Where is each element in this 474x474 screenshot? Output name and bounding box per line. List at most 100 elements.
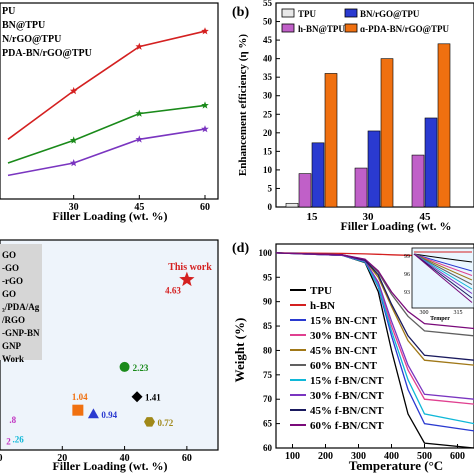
panel-c-legend: GO -GO -rGO GO ₃/PDA/Ag /RGO -GNP-BN GNP…	[1, 250, 40, 364]
panel-b-ytick-label: 50	[263, 17, 273, 27]
panel-b-ytick-label: 15	[263, 146, 273, 156]
panel-d-xtick-label: 300	[351, 451, 366, 462]
panel-d-legend-item: 15% f-BN/CNT	[310, 375, 384, 387]
panel-d-label: (d)	[232, 241, 249, 256]
panel-d-inset-line	[413, 253, 473, 303]
panel-a-point	[135, 42, 144, 50]
panel-a-xtick-label: 45	[134, 202, 144, 213]
panel-c-xtick-label: 20	[57, 453, 67, 464]
panel-d-legend-item: 30% BN-CNT	[310, 330, 378, 342]
panel-b-xtick-label: 45	[420, 211, 432, 223]
panel-b-ytick-label: 45	[263, 35, 273, 45]
panel-b-label: (b)	[232, 5, 249, 20]
panel-c-point-label: 4.63	[165, 286, 181, 296]
panel-d-inset-xtick: 315	[454, 310, 463, 316]
panel-d-legend-item: 30% f-BN/CNT	[310, 390, 384, 402]
panel-d-frame	[275, 243, 474, 449]
panel-d-legend-item: 15% BN-CNT	[310, 315, 378, 327]
panel-a-point	[201, 101, 209, 109]
panel-a-xlabel: Filler Loading (wt. %)	[52, 209, 167, 223]
panel-a-xticks: 30 45 60	[69, 195, 210, 213]
panel-a-series-line	[7, 128, 206, 177]
panel-d-inset: 99 96 93 300 315 Temper	[404, 247, 474, 322]
panel-b-xticks: 15 30 45	[307, 211, 432, 223]
panel-c-legend-item: -rGO	[2, 276, 23, 286]
panel-b-ytick-label: 35	[263, 72, 273, 82]
panel-b-bar	[324, 73, 338, 208]
panel-c-legend-item: /RGO	[1, 315, 25, 325]
panel-c-legend-item: GNP	[2, 341, 22, 351]
panel-d-inset-xlabel: Temper	[430, 316, 450, 322]
panel-c-legend-item: Work	[2, 354, 24, 364]
panel-c-legend-item: ₃/PDA/Ag	[2, 302, 40, 312]
panel-a-point	[135, 135, 144, 143]
panel-d-inset-line	[413, 253, 473, 263]
panel-c-point-label: .8	[9, 415, 16, 425]
panel-b-xlabel: Filler Loading (wt. %	[340, 219, 451, 233]
panel-b-ytick-label: 40	[263, 54, 273, 64]
panel-a: 30 45 60 Filler Loading (wt. %) PU BN@TPU …	[0, 2, 219, 223]
panel-c-point-label: 0.94	[101, 410, 117, 420]
panel-a-xtick-label: 60	[200, 202, 210, 213]
panel-d-xlabel: Temperature (°C	[349, 458, 443, 473]
panel-d-xticks: 100 200 300 400 500 600	[285, 444, 465, 462]
panel-d-ytick-label: 60	[263, 443, 273, 453]
panel-b-bars	[285, 43, 451, 208]
panel-b-bar	[424, 117, 438, 208]
panel-d-ytick-label: 75	[263, 370, 273, 380]
panel-a-legend-item: PDA-BN/rGO@TPU	[2, 48, 92, 59]
legend-swatch-pda	[344, 23, 358, 33]
panel-d-inset-lines	[413, 251, 473, 303]
panel-c-legend-item: -GNP-BN	[2, 328, 40, 338]
panel-b-ytick-label: 55	[263, 0, 273, 8]
panel-d-ytick-label: 85	[263, 321, 273, 331]
panel-c-xlabel: Filler Loading (wt. %)	[52, 459, 167, 473]
panel-b-bar	[437, 43, 451, 208]
panel-c-point-label: 2.23	[133, 363, 149, 373]
panel-d-xtick-label: 400	[384, 451, 399, 462]
panel-c-this-work-label: This work	[168, 262, 212, 273]
panel-b-legend-item: h-BN@TPU	[298, 24, 345, 34]
panel-a-point	[69, 86, 78, 95]
panel-b-bar	[380, 58, 394, 208]
panel-c-point-label: 0.72	[157, 418, 173, 428]
panel-c-xtick-label: 40	[120, 453, 130, 464]
panel-d: (d) Weight (%) 100 95 90 85 80 75 70 65 60 100 20…	[232, 241, 474, 473]
panel-c-legend-item: GO	[2, 289, 16, 299]
panel-a-legend-item: BN@TPU	[2, 20, 45, 31]
panel-a-legend: PU BN@TPU N/rGO@TPU PDA-BN/rGO@TPU	[2, 6, 92, 59]
panel-a-point	[69, 136, 78, 144]
panel-d-legend-item: TPU	[310, 285, 332, 297]
panel-d-ytick-label: 90	[263, 297, 273, 307]
panel-b-bar	[354, 167, 368, 208]
panel-a-point	[201, 125, 209, 133]
panel-d-xtick-label: 200	[318, 451, 333, 462]
panel-c-xticks: 0 20 40 60	[0, 446, 192, 464]
panel-d-ytick-label: 95	[263, 272, 273, 282]
panel-d-ytick-label: 80	[263, 345, 273, 355]
panel-b-xtick-label: 15	[307, 211, 319, 223]
panel-d-xtick-label: 100	[285, 451, 300, 462]
panel-a-series-line	[7, 104, 206, 164]
panel-d-inset-ytick: 99	[404, 254, 410, 260]
panel-d-legend: TPU h-BN 15% BN-CNT 30% BN-CNT 45% BN-CNT 60%…	[290, 285, 384, 432]
legend-swatch-bnrgo	[344, 8, 358, 18]
panel-b-legend-item: ɑ-PDA-BN/rGO@TPU	[360, 24, 450, 34]
panel-b-bar	[367, 130, 381, 208]
panel-b-bar	[285, 202, 299, 208]
panel-a-xtick-label: 30	[69, 202, 79, 213]
panel-a-series	[7, 27, 209, 177]
panel-c-xtick-label: 60	[182, 453, 192, 464]
panel-b-xtick-label: 30	[363, 211, 375, 223]
panel-b-ytick-label: 5	[268, 183, 273, 193]
panel-d-inset-ytick: 96	[404, 272, 410, 278]
panel-c-point-label: 1.04	[72, 392, 88, 402]
panel-d-ytick-label: 100	[259, 248, 273, 258]
panel-c-legend-box	[0, 244, 42, 360]
panel-b-legend-item: BN/rGO@TPU	[360, 9, 420, 19]
panel-a-legend-item: N/rGO@TPU	[2, 34, 61, 45]
panel-c-points: 4.63 2.23 1.41 1.04 0.94 0.72 .26 .8 2	[6, 271, 195, 447]
panel-d-legend-item: 60% BN-CNT	[310, 360, 378, 372]
panel-a-point	[201, 27, 209, 35]
panel-a-frame	[0, 2, 219, 200]
